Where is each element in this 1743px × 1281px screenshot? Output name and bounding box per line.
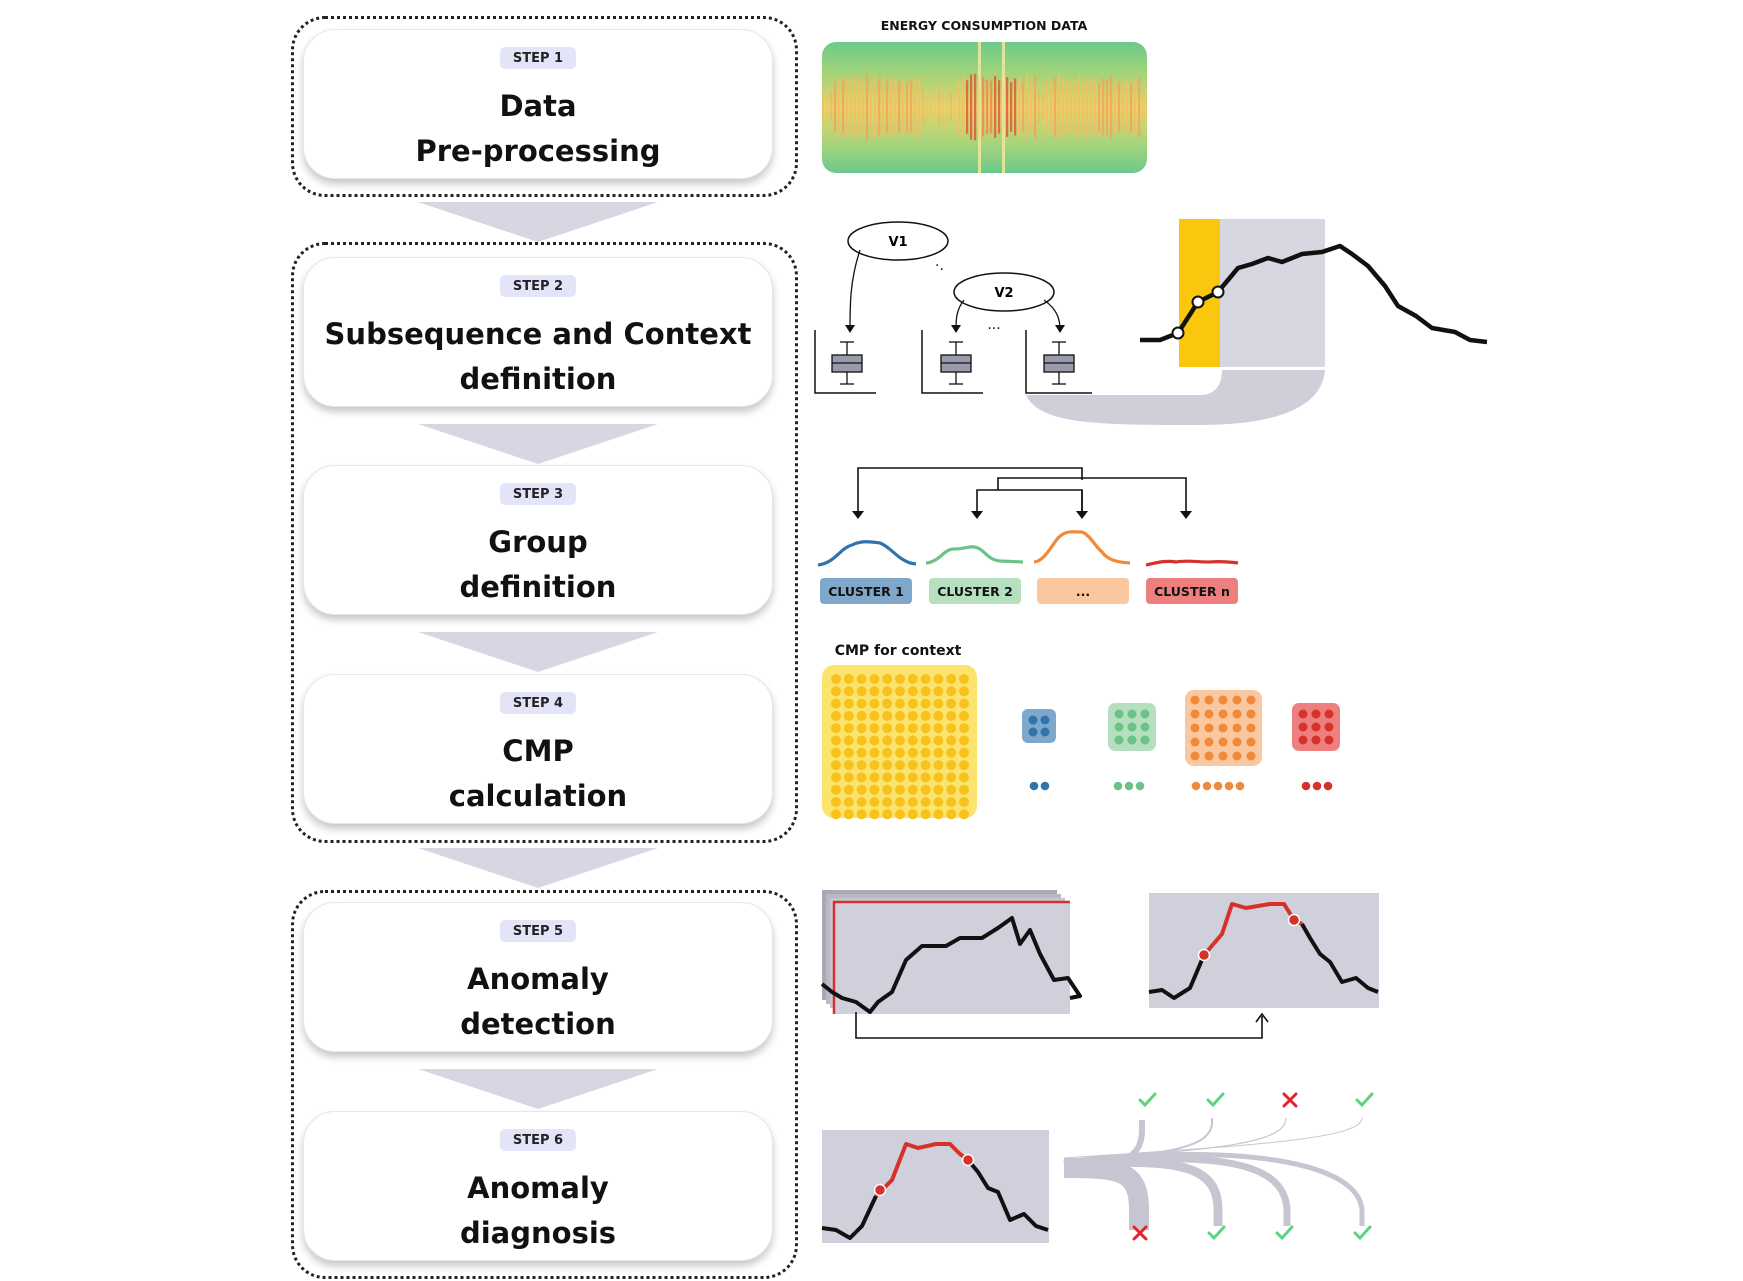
- cluster-label-1: CLUSTER 1: [828, 584, 904, 599]
- boxplot-1: [814, 330, 876, 394]
- flow-arrow-2: [418, 424, 658, 464]
- flow-arrow-5: [418, 1069, 658, 1109]
- check-icon: [1355, 1092, 1374, 1108]
- step-card-6: STEP 6 Anomaly diagnosis: [303, 1111, 773, 1261]
- cluster-3-curve: [1033, 530, 1131, 565]
- v2-label: V2: [994, 286, 1013, 301]
- step-badge: STEP 5: [499, 920, 577, 942]
- boxplot-2: [921, 330, 983, 394]
- step-card-4: STEP 4 CMP calculation: [303, 674, 773, 824]
- diagnosis-flows: [1063, 1117, 1365, 1230]
- v2-ellipsis: ...: [987, 317, 1000, 333]
- step-title: Group definition: [459, 525, 617, 604]
- step-badge: STEP 3: [499, 483, 577, 505]
- boxplot-3: [1025, 330, 1092, 394]
- cluster-labels: CLUSTER 1 CLUSTER 2 ... CLUSTER n: [820, 578, 1238, 604]
- energy-data-label: ENERGY CONSUMPTION DATA: [881, 18, 1088, 33]
- flow-arrow-4: [418, 848, 658, 888]
- cross-icon: [1282, 1092, 1298, 1108]
- check-icon: [1275, 1225, 1294, 1241]
- step-title: Data Pre-processing: [415, 89, 661, 168]
- v1-ellipsis: ·.: [935, 258, 944, 274]
- v1-node: [847, 221, 949, 261]
- cluster-1-curve: [817, 540, 917, 567]
- check-icon: [1207, 1225, 1226, 1241]
- step-title: CMP calculation: [448, 734, 628, 813]
- cmp-context-dots: [831, 674, 969, 820]
- step-card-3: STEP 3 Group definition: [303, 465, 773, 615]
- flow-arrow-3: [418, 632, 658, 672]
- phase-group-3: [291, 890, 798, 1279]
- subsequence-window: [1026, 219, 1488, 425]
- cluster-tree: [857, 467, 1187, 514]
- step-badge: STEP 6: [499, 1129, 577, 1151]
- check-icon: [1353, 1225, 1372, 1241]
- step-badge: STEP 4: [499, 692, 577, 714]
- context-tree: V1 V2 ·. ...: [814, 221, 1092, 394]
- cmp-context-label: CMP for context: [835, 643, 962, 659]
- anomaly-panel-detect: [1148, 893, 1379, 1008]
- step-card-1: STEP 1 Data Pre-processing: [303, 29, 773, 179]
- step-card-5: STEP 5 Anomaly detection: [303, 902, 773, 1052]
- flow-arrow-1: [418, 202, 658, 242]
- step-badge: STEP 1: [499, 47, 577, 69]
- cluster-2-curve: [925, 545, 1024, 565]
- v2-node: [953, 272, 1055, 312]
- cluster-label-n: CLUSTER n: [1154, 584, 1230, 599]
- cluster-label-3: ...: [1076, 584, 1090, 599]
- v1-label: V1: [888, 235, 907, 250]
- step-badge: STEP 2: [499, 275, 577, 297]
- detect-connector: [855, 1012, 1269, 1039]
- phase-group-2: [291, 242, 798, 843]
- cmp-cluster-matrices: [1022, 690, 1340, 791]
- stacked-context-panels: [820, 890, 1082, 1014]
- step-title: Anomaly diagnosis: [459, 1171, 617, 1250]
- cluster-curves: [817, 530, 1239, 567]
- check-icon: [1206, 1092, 1225, 1108]
- cluster-n-curve: [1145, 559, 1239, 567]
- diagnosis-marks: [1132, 1092, 1374, 1241]
- step-title: Subsequence and Context definition: [324, 317, 752, 396]
- cluster-label-2: CLUSTER 2: [937, 584, 1013, 599]
- energy-heatmap: [822, 42, 1147, 173]
- anomaly-panel-diagnose: [821, 1130, 1049, 1243]
- step-card-2: STEP 2 Subsequence and Context definition: [303, 257, 773, 407]
- check-icon: [1138, 1092, 1157, 1108]
- cross-icon: [1132, 1225, 1148, 1241]
- phase-group-1: [291, 16, 798, 197]
- step-title: Anomaly detection: [460, 962, 616, 1041]
